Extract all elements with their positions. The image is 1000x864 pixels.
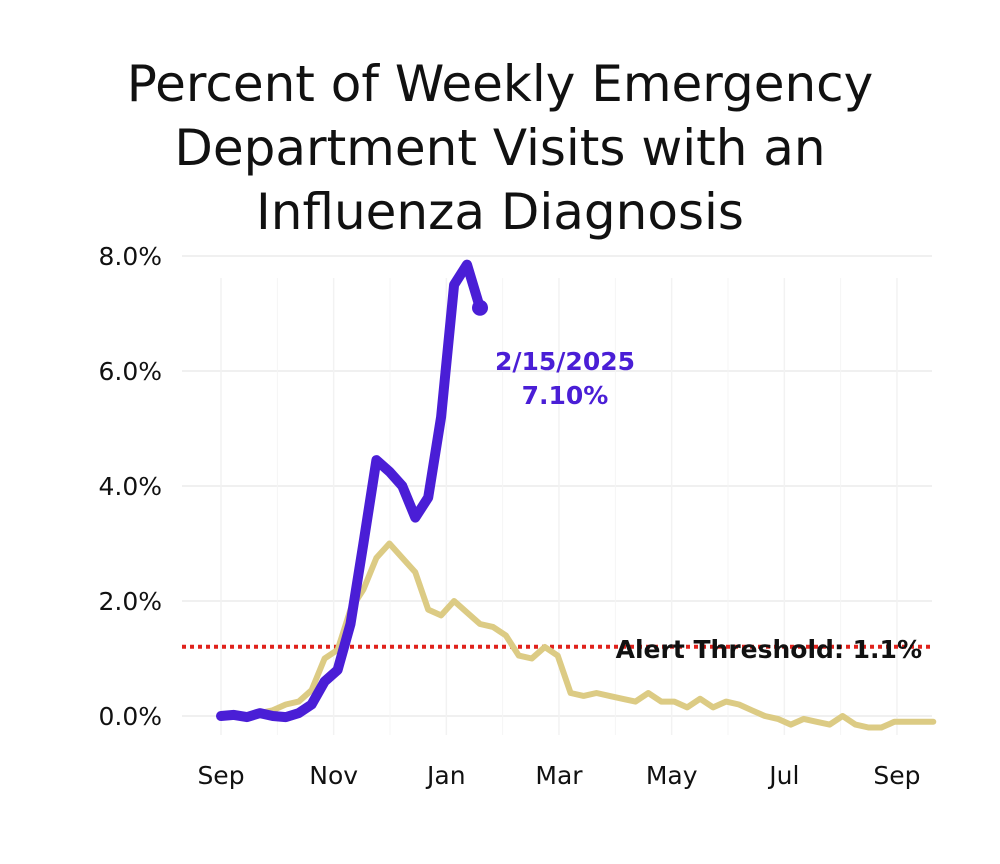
x-tick-label: Sep <box>873 761 920 790</box>
annotations: Alert Threshold: 1.1% 2/15/2025 7.10% <box>495 347 922 664</box>
y-tick-label: 4.0% <box>98 472 162 501</box>
current-season-endpoint <box>472 299 488 316</box>
x-tick-label: Nov <box>309 761 358 790</box>
y-tick-label: 0.0% <box>98 702 162 731</box>
axis-labels: 0.0% 2.0% 4.0% 6.0% 8.0% Sep Nov Jan Mar May Jul Se… <box>98 242 920 790</box>
x-tick-label: May <box>646 761 698 790</box>
x-tick-label: Sep <box>197 761 244 790</box>
chart-title-line-1: Percent of Weekly Emergency <box>126 55 874 113</box>
endpoint-value-label: 7.10% <box>522 381 609 410</box>
y-tick-label: 2.0% <box>98 587 162 616</box>
y-tick-label: 6.0% <box>98 357 162 386</box>
x-tick-label: Mar <box>535 761 583 790</box>
previous-season-line <box>218 540 937 731</box>
x-tick-label: Jul <box>767 761 799 790</box>
threshold-label: Alert Threshold: 1.1% <box>616 635 922 664</box>
current-season-line <box>216 259 485 723</box>
chart-title-line-2: Department Visits with an <box>174 119 826 177</box>
y-tick-label: 8.0% <box>98 242 162 271</box>
x-tick-label: Jan <box>425 761 466 790</box>
chart-title: Percent of Weekly Emergency Department V… <box>0 52 1000 244</box>
series-layer <box>216 259 937 731</box>
chart-title-line-3: Influenza Diagnosis <box>256 183 744 241</box>
gridlines <box>182 255 932 735</box>
endpoint-date-label: 2/15/2025 <box>495 347 635 376</box>
